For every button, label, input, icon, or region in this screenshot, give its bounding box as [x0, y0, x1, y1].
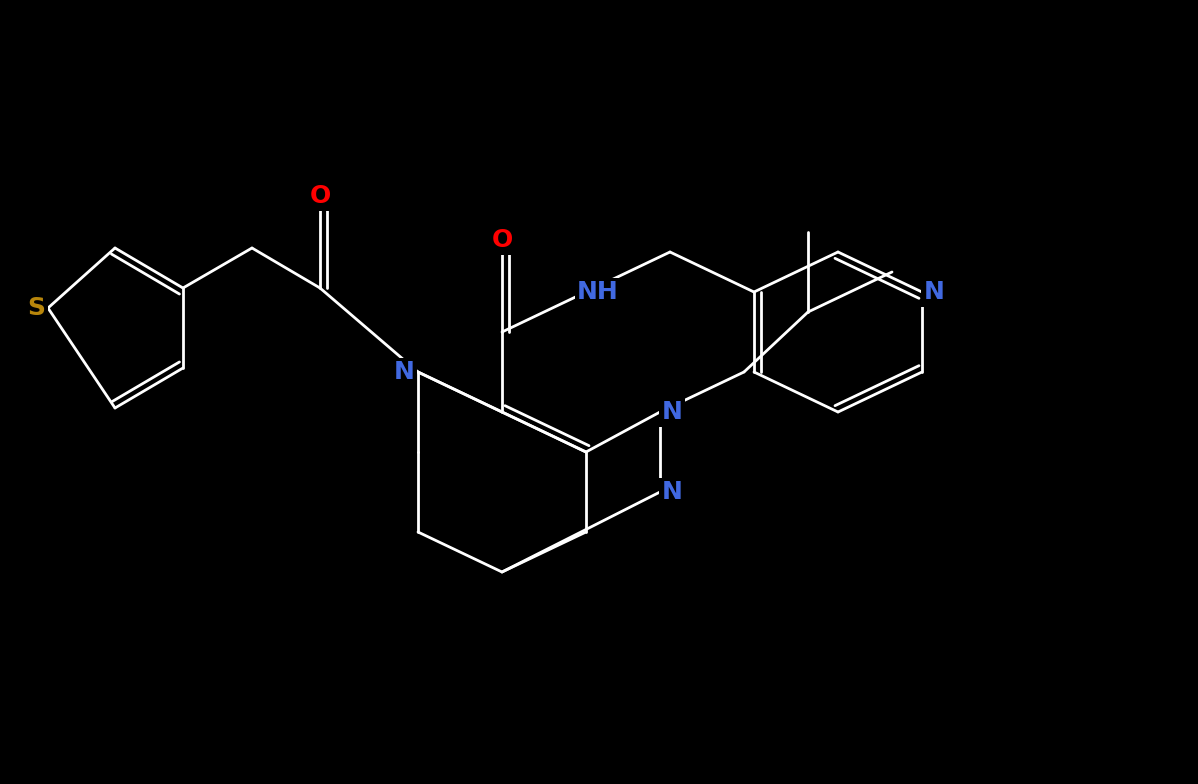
Text: N: N [924, 280, 944, 304]
Text: N: N [661, 400, 683, 424]
Text: O: O [491, 228, 513, 252]
Text: S: S [28, 296, 46, 320]
Text: O: O [309, 184, 331, 208]
Text: N: N [661, 480, 683, 504]
Text: NH: NH [577, 280, 619, 304]
Text: N: N [394, 360, 415, 384]
